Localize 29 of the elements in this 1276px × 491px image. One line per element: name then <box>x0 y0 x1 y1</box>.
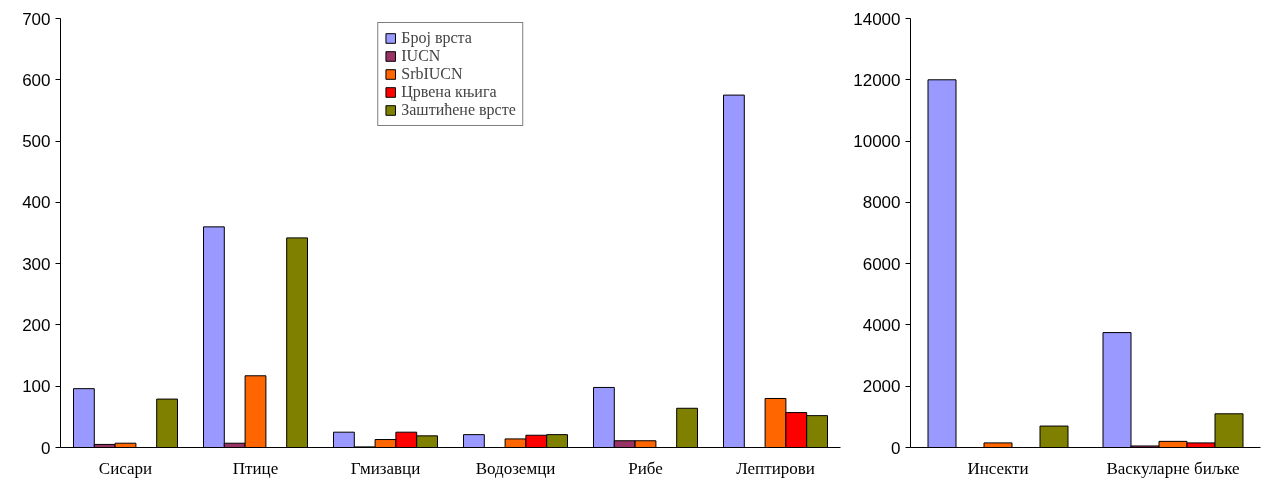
x-tick-label: Сисари <box>98 458 153 478</box>
x-tick-label: Птице <box>232 458 279 478</box>
y-tick-label: 300 <box>22 254 51 274</box>
x-tick-label: Инсекти <box>967 458 1029 478</box>
y-tick-label: 0 <box>891 438 901 458</box>
y-tick-label: 0 <box>41 438 51 458</box>
x-tick-label: Васкуларне биљке <box>1106 458 1240 478</box>
y-tick-label: 4000 <box>862 315 901 335</box>
legend-label: IUCN <box>401 47 441 65</box>
y-tick-label: 8000 <box>862 193 901 213</box>
legend-label: Црвена књига <box>401 83 497 101</box>
y-tick-label: 200 <box>22 315 51 335</box>
legend-label: Заштићене врсте <box>401 101 516 119</box>
x-tick-label: Гмизавци <box>350 458 421 478</box>
y-tick-label: 100 <box>22 377 51 397</box>
y-tick-label: 700 <box>22 9 51 29</box>
legend-label: SrbIUCN <box>401 65 463 83</box>
y-tick-label: 500 <box>22 132 51 152</box>
y-tick-label: 10000 <box>853 132 901 152</box>
y-tick-label: 400 <box>22 193 51 213</box>
legend-label: Број врста <box>401 29 472 47</box>
y-tick-label: 600 <box>22 70 51 90</box>
y-tick-label: 2000 <box>862 377 901 397</box>
x-tick-label: Водоземци <box>475 458 556 478</box>
y-tick-label: 12000 <box>853 70 901 90</box>
y-tick-label: 6000 <box>862 254 901 274</box>
x-tick-label: Лептирови <box>736 458 815 478</box>
y-tick-label: 14000 <box>853 9 901 29</box>
x-tick-label: Рибе <box>628 458 663 478</box>
